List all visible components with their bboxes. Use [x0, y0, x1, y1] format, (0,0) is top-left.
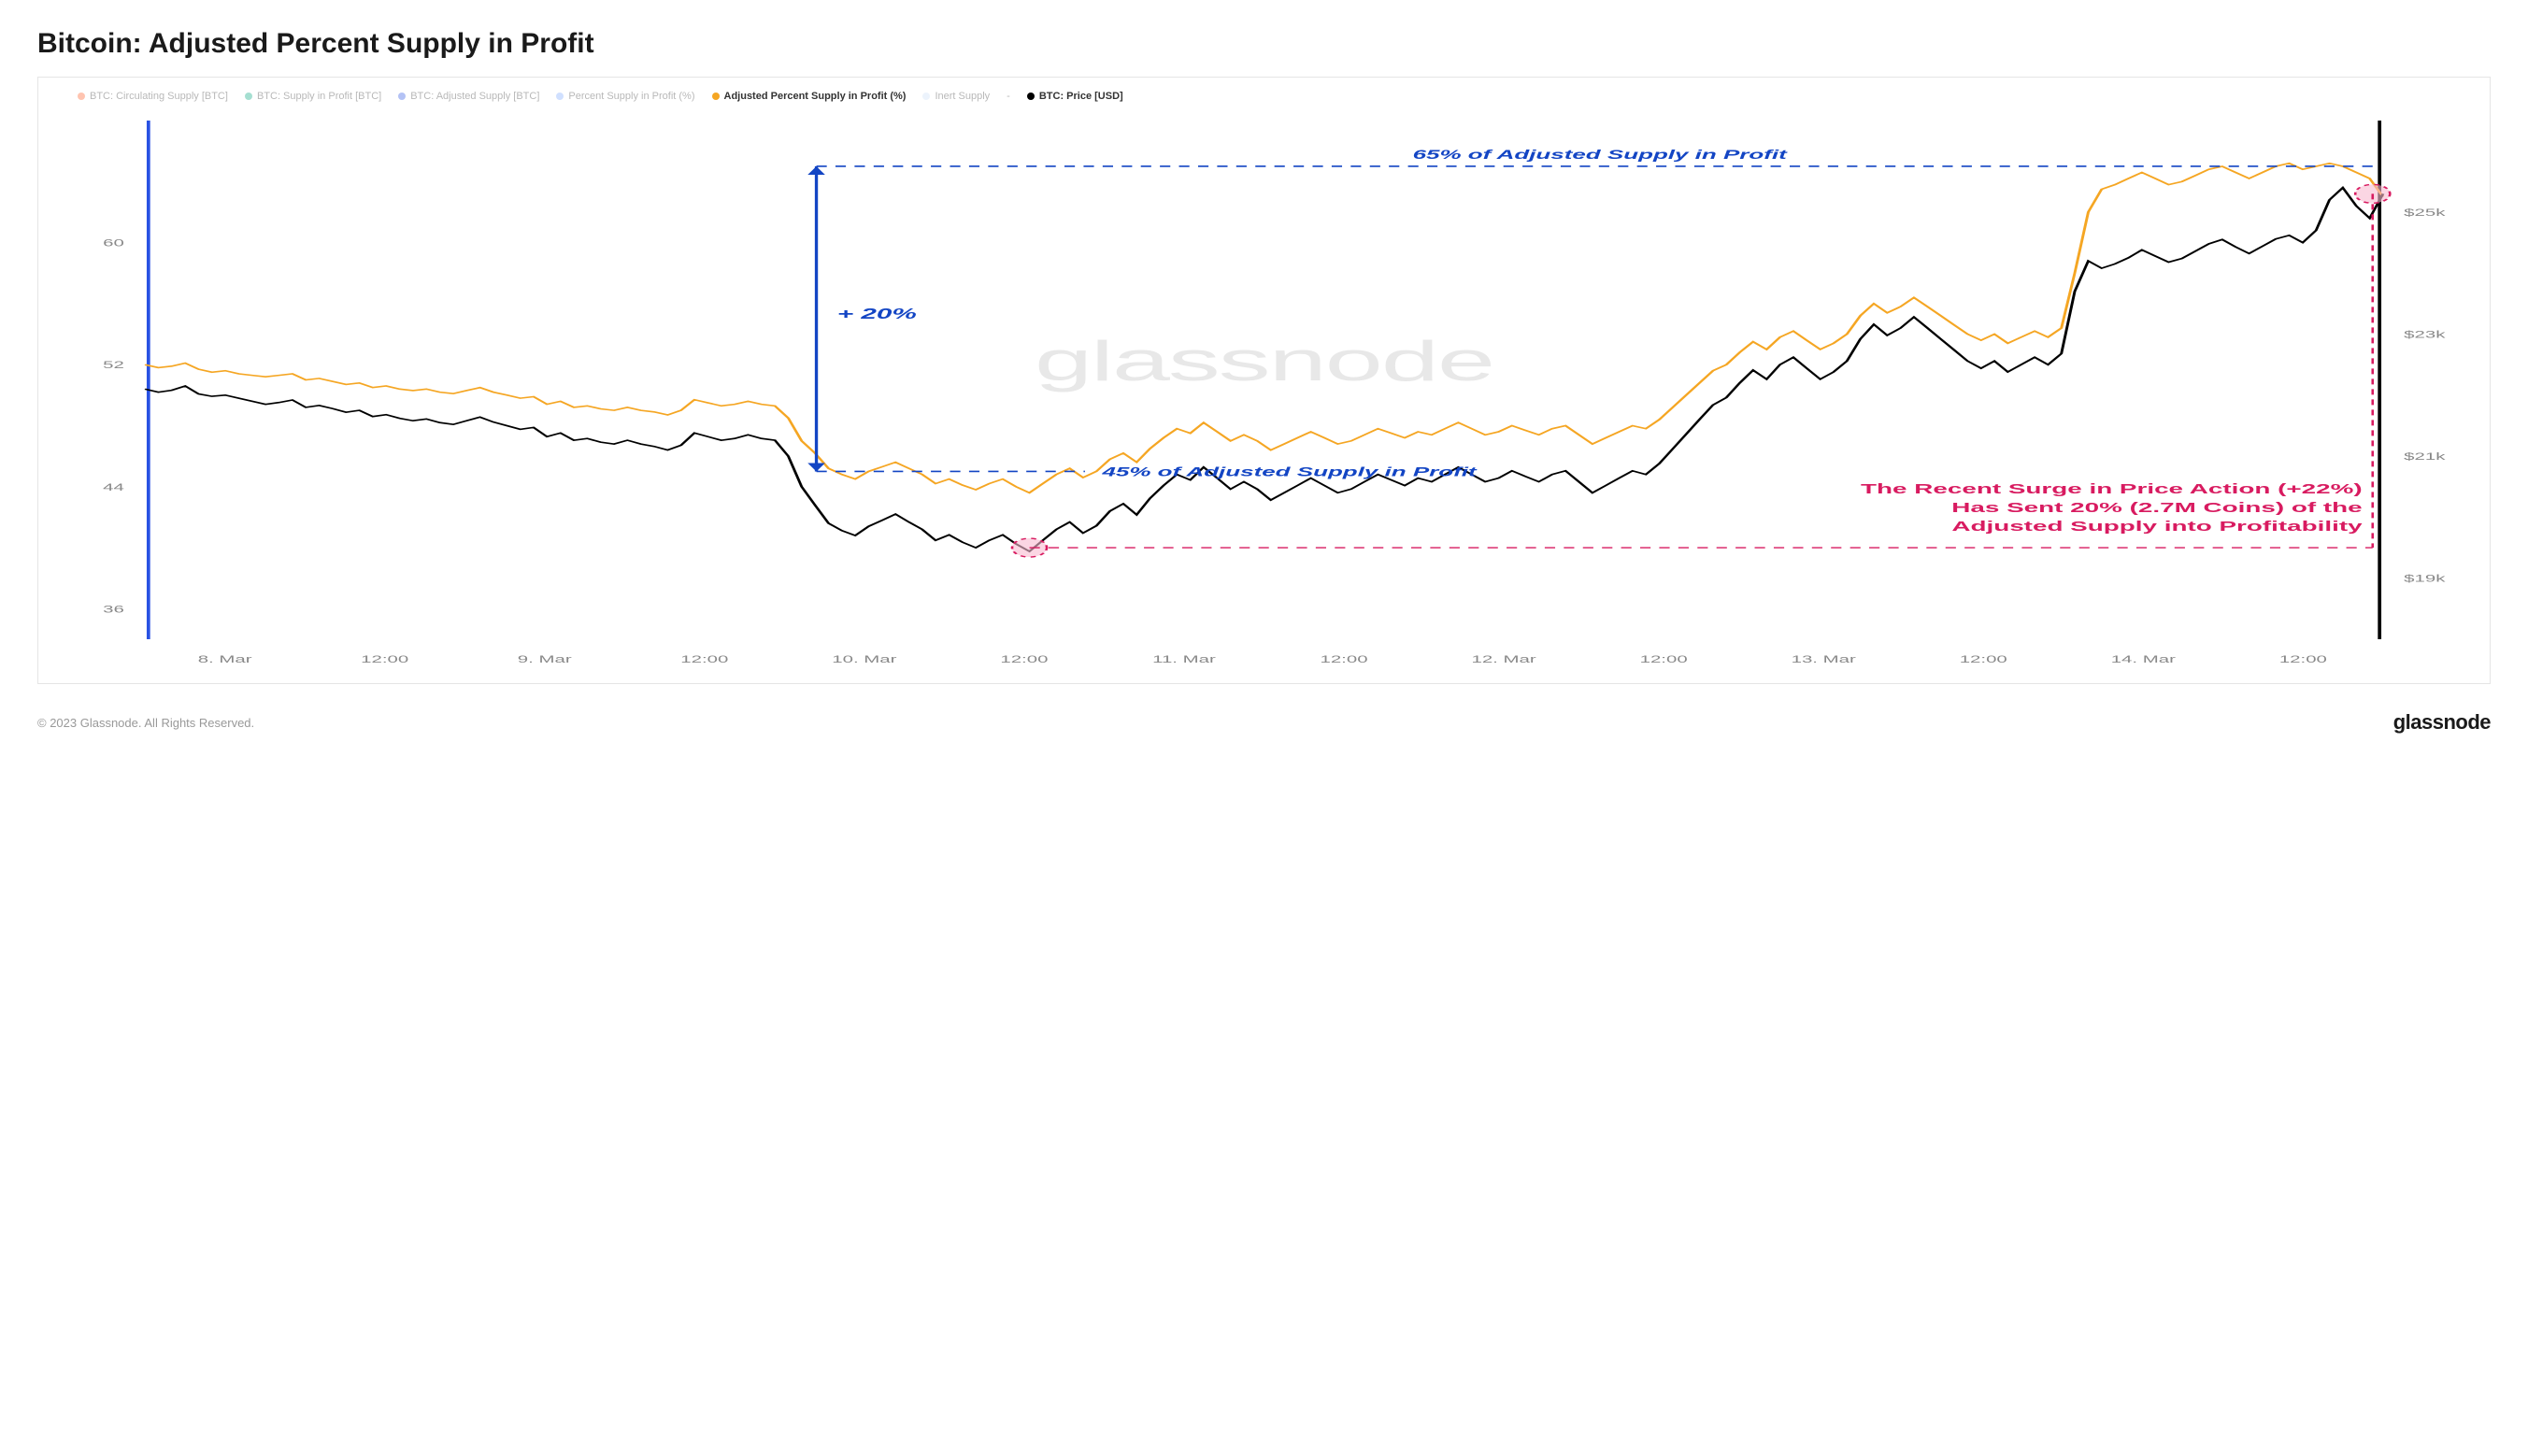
svg-text:12:00: 12:00: [1960, 654, 2007, 665]
legend-label: Inert Supply: [935, 91, 990, 102]
svg-text:10. Mar: 10. Mar: [832, 654, 897, 665]
svg-text:13. Mar: 13. Mar: [1792, 654, 1857, 665]
legend-label: Adjusted Percent Supply in Profit (%): [724, 91, 907, 102]
legend-item[interactable]: -: [1007, 91, 1010, 102]
brand-logo: glassnode: [2393, 710, 2491, 735]
legend: BTC: Circulating Supply [BTC] BTC: Supply…: [50, 87, 2478, 111]
plot-area: glassnode 36 44 52 60 $19k $21k $23k $25k 8. Mar 1…: [50, 111, 2478, 672]
legend-label: BTC: Circulating Supply [BTC]: [90, 91, 228, 102]
svg-text:44: 44: [103, 481, 124, 492]
legend-label: Percent Supply in Profit (%): [568, 91, 694, 102]
svg-text:glassnode: glassnode: [1035, 330, 1493, 393]
svg-text:12:00: 12:00: [680, 654, 728, 665]
svg-text:Has Sent 20% (2.7M Coins) of t: Has Sent 20% (2.7M Coins) of the: [1951, 500, 2362, 516]
svg-text:Adjusted Supply into Profitabi: Adjusted Supply into Profitability: [1951, 519, 2363, 535]
legend-dot: [78, 93, 85, 100]
svg-text:+ 20%: + 20%: [837, 306, 917, 322]
svg-text:36: 36: [103, 604, 124, 615]
svg-text:12:00: 12:00: [1640, 654, 1688, 665]
svg-text:12. Mar: 12. Mar: [1471, 654, 1536, 665]
legend-item[interactable]: Inert Supply: [922, 91, 990, 102]
legend-dot: [245, 93, 252, 100]
legend-dot: [556, 93, 564, 100]
legend-item[interactable]: BTC: Circulating Supply [BTC]: [78, 91, 228, 102]
svg-text:$23k: $23k: [2404, 329, 2446, 340]
svg-text:12:00: 12:00: [361, 654, 408, 665]
legend-dot: [1027, 93, 1035, 100]
legend-dot: [712, 93, 720, 100]
svg-text:12:00: 12:00: [2279, 654, 2327, 665]
legend-item[interactable]: Percent Supply in Profit (%): [556, 91, 694, 102]
chart-container: BTC: Circulating Supply [BTC] BTC: Supply…: [37, 77, 2491, 684]
legend-dot: [398, 93, 406, 100]
svg-text:11. Mar: 11. Mar: [1152, 654, 1216, 665]
legend-item[interactable]: BTC: Supply in Profit [BTC]: [245, 91, 381, 102]
svg-text:12:00: 12:00: [1320, 654, 1367, 665]
legend-label: BTC: Adjusted Supply [BTC]: [410, 91, 539, 102]
svg-text:14. Mar: 14. Mar: [2111, 654, 2177, 665]
legend-item[interactable]: Adjusted Percent Supply in Profit (%): [712, 91, 907, 102]
legend-label: BTC: Price [USD]: [1039, 91, 1123, 102]
svg-text:9. Mar: 9. Mar: [518, 654, 573, 665]
svg-text:45% of Adjusted Supply in Prof: 45% of Adjusted Supply in Profit: [1101, 464, 1478, 478]
svg-text:8. Mar: 8. Mar: [198, 654, 253, 665]
chart-title: Bitcoin: Adjusted Percent Supply in Prof…: [37, 28, 2491, 60]
legend-item[interactable]: BTC: Adjusted Supply [BTC]: [398, 91, 539, 102]
svg-text:The Recent Surge in Price Acti: The Recent Surge in Price Action (+22%): [1861, 481, 2363, 497]
svg-text:12:00: 12:00: [1000, 654, 1048, 665]
svg-text:60: 60: [103, 237, 124, 249]
legend-item[interactable]: BTC: Price [USD]: [1027, 91, 1123, 102]
legend-label: BTC: Supply in Profit [BTC]: [257, 91, 381, 102]
legend-label: -: [1007, 91, 1010, 102]
svg-text:$19k: $19k: [2404, 573, 2446, 584]
svg-text:$21k: $21k: [2404, 451, 2446, 463]
footer: © 2023 Glassnode. All Rights Reserved. g…: [37, 710, 2491, 735]
legend-dot: [922, 93, 930, 100]
copyright-text: © 2023 Glassnode. All Rights Reserved.: [37, 716, 254, 730]
svg-text:65% of Adjusted Supply in Prof: 65% of Adjusted Supply in Profit: [1413, 148, 1788, 162]
svg-text:$25k: $25k: [2404, 207, 2446, 219]
svg-text:52: 52: [103, 360, 124, 371]
